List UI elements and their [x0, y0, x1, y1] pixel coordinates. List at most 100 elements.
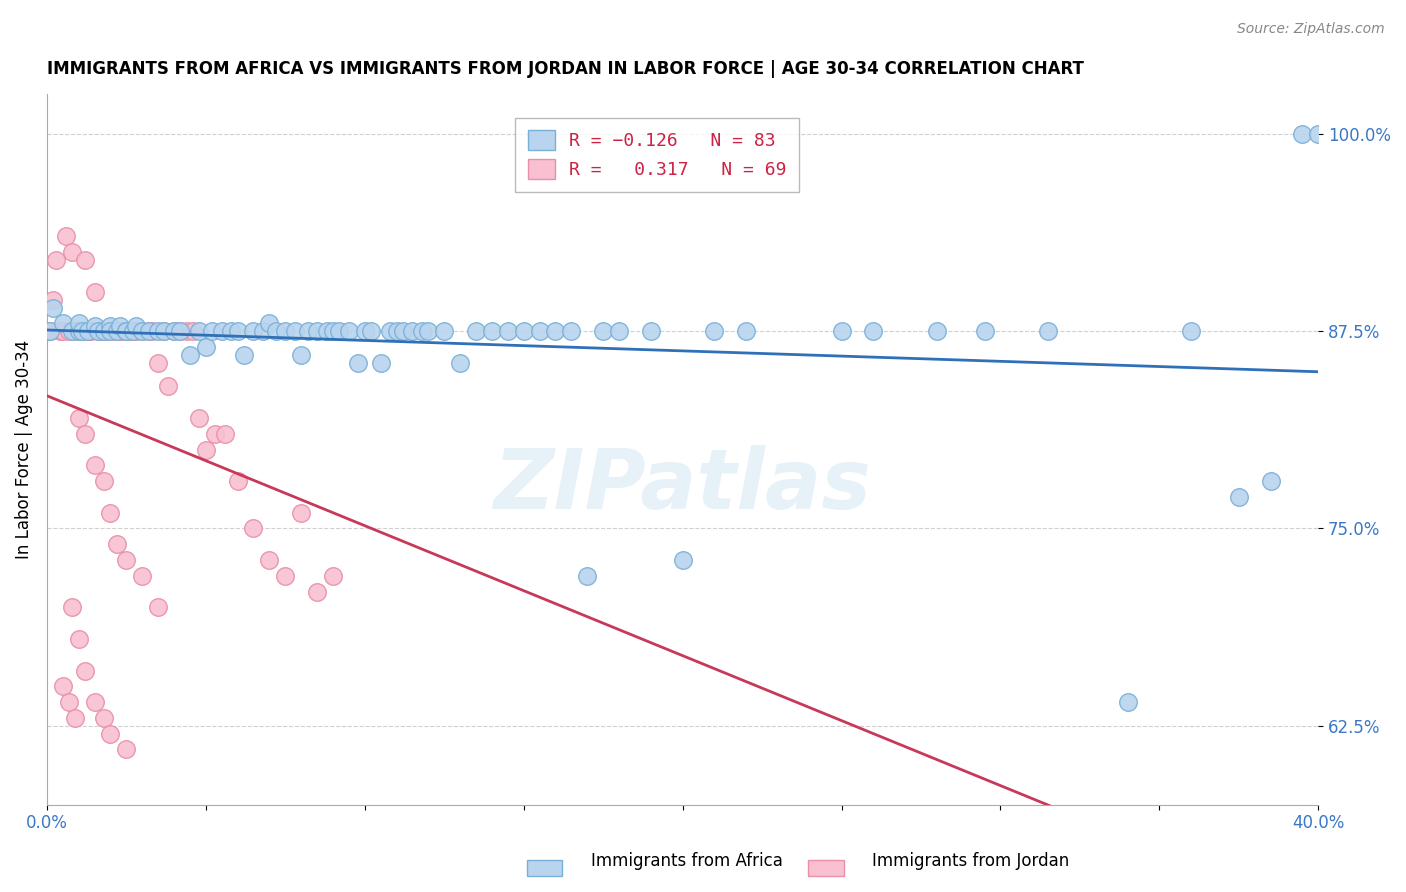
Point [60, 324, 83, 338]
Point [1036, 324, 1059, 338]
Point [103, 324, 125, 338]
Point [576, 569, 599, 583]
Point [70, 324, 93, 338]
Point [284, 324, 307, 338]
Point [735, 324, 758, 338]
Point [87, 324, 110, 338]
Point [52, 679, 75, 693]
Point [315, 324, 337, 338]
Point [188, 411, 211, 425]
Point [90, 324, 112, 338]
Point [226, 474, 249, 488]
Point [93, 324, 115, 338]
Point [179, 348, 201, 362]
Point [153, 324, 176, 338]
Point [108, 324, 131, 338]
Y-axis label: In Labor Force | Age 30-34: In Labor Force | Age 30-34 [15, 340, 32, 559]
Point [121, 324, 143, 338]
Legend: R = −0.126   N = 83, R =   0.317   N = 69: R = −0.126 N = 83, R = 0.317 N = 69 [515, 118, 799, 192]
Point [93, 324, 115, 338]
Point [77, 324, 100, 338]
Point [115, 742, 138, 756]
Point [214, 426, 236, 441]
Point [219, 324, 242, 338]
Point [592, 324, 614, 338]
Point [67, 632, 90, 646]
Point [115, 324, 138, 338]
Point [378, 324, 401, 338]
Point [831, 324, 853, 338]
Point [115, 553, 138, 567]
Point [118, 324, 141, 338]
Point [360, 324, 382, 338]
Point [322, 324, 344, 338]
Point [100, 324, 122, 338]
Point [131, 324, 153, 338]
Point [67, 411, 90, 425]
Point [297, 324, 319, 338]
Point [322, 569, 344, 583]
Point [259, 553, 281, 567]
Text: ZIPatlas: ZIPatlas [494, 444, 872, 525]
Point [176, 324, 198, 338]
Point [1260, 474, 1282, 488]
Text: Immigrants from Jordan: Immigrants from Jordan [872, 852, 1069, 870]
Point [83, 695, 105, 709]
Point [60, 245, 83, 260]
Point [274, 324, 297, 338]
Point [401, 324, 423, 338]
Point [121, 324, 143, 338]
Point [433, 324, 456, 338]
Point [640, 324, 662, 338]
Point [125, 319, 148, 334]
Text: Source: ZipAtlas.com: Source: ZipAtlas.com [1237, 22, 1385, 37]
Point [65, 324, 87, 338]
Point [100, 319, 122, 334]
Point [385, 324, 408, 338]
Point [55, 229, 77, 244]
Point [156, 379, 179, 393]
Point [465, 324, 488, 338]
Point [42, 293, 65, 307]
Point [131, 324, 153, 338]
Point [146, 356, 169, 370]
Point [169, 324, 191, 338]
Point [973, 324, 995, 338]
Point [201, 324, 224, 338]
Point [274, 569, 297, 583]
Point [264, 324, 287, 338]
Point [337, 324, 360, 338]
Point [115, 324, 138, 338]
Point [115, 324, 138, 338]
Point [96, 324, 118, 338]
Point [100, 324, 122, 338]
Point [211, 324, 233, 338]
Point [392, 324, 415, 338]
Point [83, 319, 105, 334]
Point [131, 569, 153, 583]
Point [290, 506, 312, 520]
Point [1180, 324, 1202, 338]
Point [108, 319, 131, 334]
Point [418, 324, 440, 338]
Point [449, 356, 471, 370]
Point [52, 324, 75, 338]
Point [48, 324, 70, 338]
Point [163, 324, 186, 338]
Point [512, 324, 534, 338]
Point [204, 426, 226, 441]
Point [353, 324, 375, 338]
Point [671, 553, 693, 567]
Point [112, 324, 135, 338]
Point [83, 285, 105, 299]
Point [496, 324, 519, 338]
Point [65, 711, 87, 725]
Point [925, 324, 948, 338]
Point [1291, 127, 1313, 141]
Point [607, 324, 630, 338]
Point [703, 324, 725, 338]
Point [93, 474, 115, 488]
Point [105, 324, 128, 338]
Point [1308, 127, 1330, 141]
Point [146, 600, 169, 615]
